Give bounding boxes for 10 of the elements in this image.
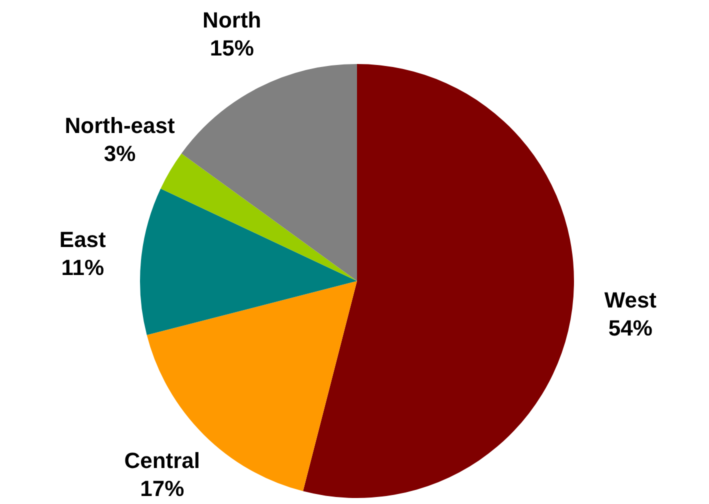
slice-label: Central [124,448,200,473]
data-label: 3% [104,140,136,166]
data-label: 17% [140,476,184,501]
slice-label: West [604,288,658,313]
data-label: 15% [210,36,254,61]
data-label: 11% [61,255,104,280]
data-label: 54% [608,316,652,341]
slice-label: North [202,8,262,33]
slice-label: East [59,227,107,252]
slice-label: North-east [64,112,176,138]
